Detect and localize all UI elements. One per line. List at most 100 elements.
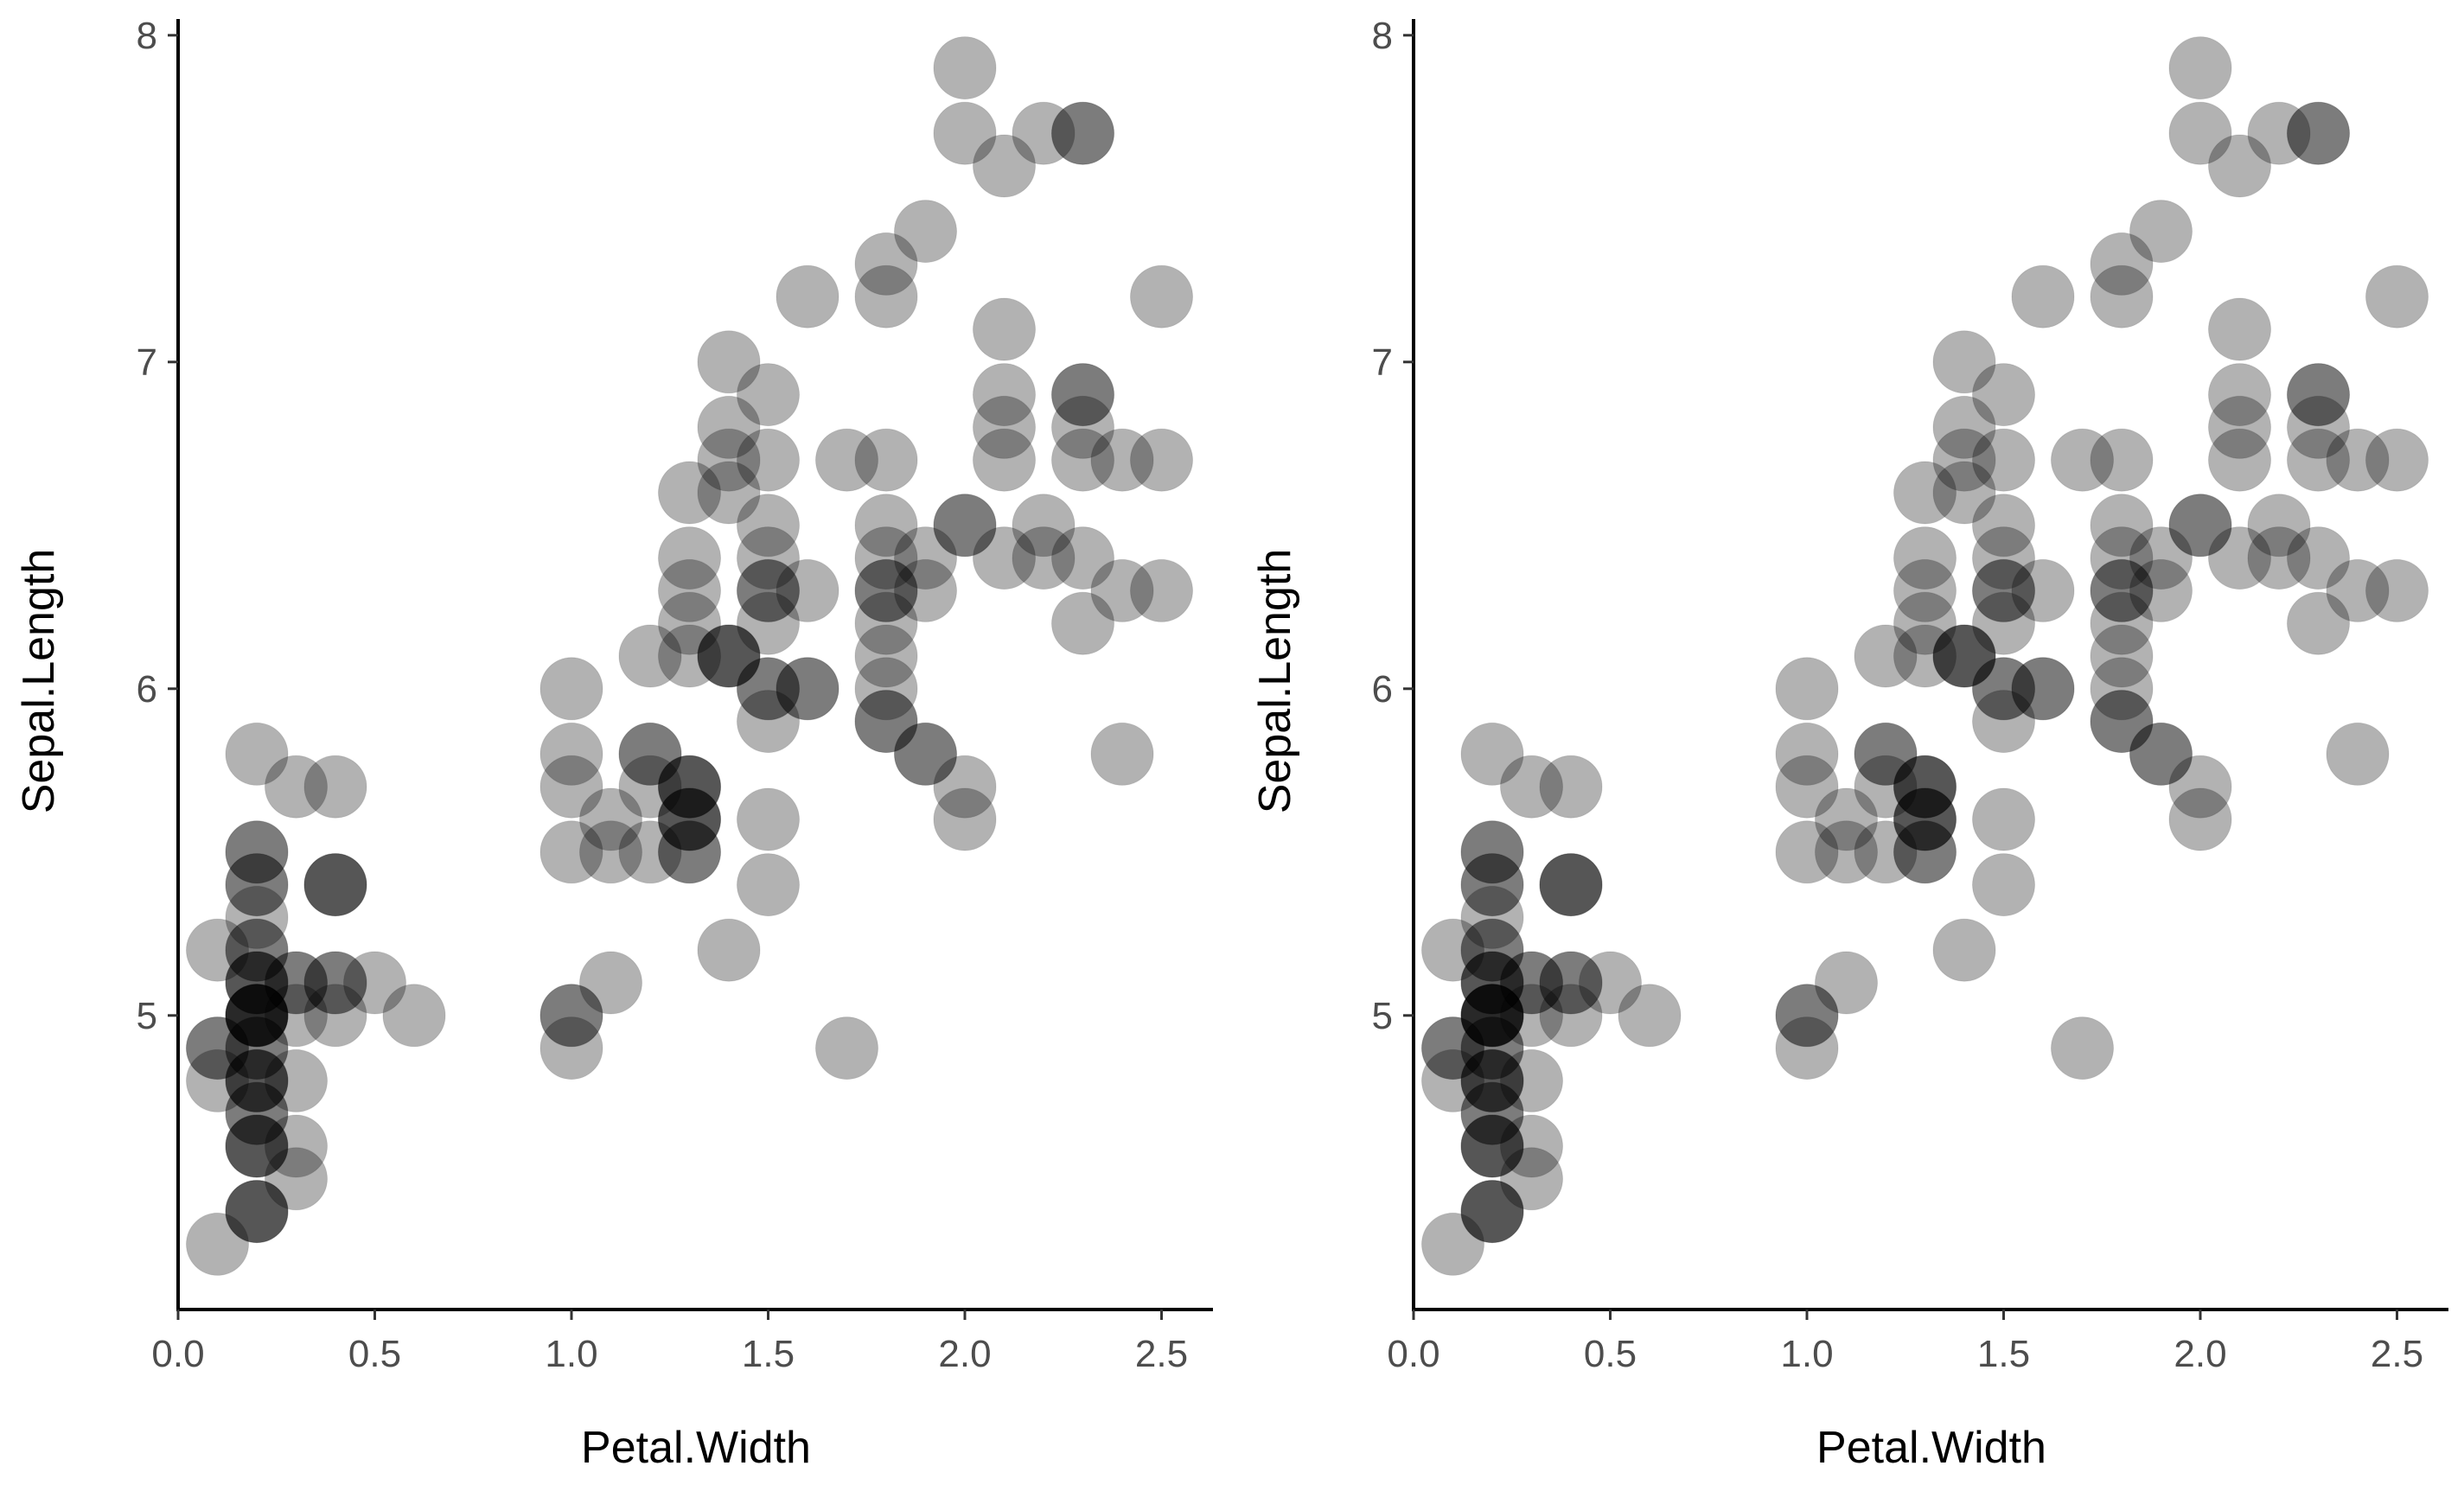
data-point	[697, 624, 761, 688]
data-point	[658, 820, 721, 884]
data-point	[1460, 951, 1524, 1015]
x-tick-label: 0.0	[151, 1333, 204, 1375]
data-point	[854, 624, 918, 688]
data-point	[1460, 984, 1524, 1048]
data-point	[854, 657, 918, 721]
data-point	[1460, 1016, 1524, 1080]
data-point	[1460, 885, 1524, 949]
y-tick-label: 7	[137, 341, 157, 384]
data-point	[1421, 1048, 1484, 1112]
data-point	[225, 1048, 289, 1112]
data-point	[1460, 1180, 1524, 1244]
data-point	[1932, 330, 1996, 394]
data-point	[854, 690, 918, 754]
data-point	[1893, 787, 1957, 851]
data-point	[2051, 428, 2114, 492]
data-point	[1972, 690, 2035, 754]
data-point	[225, 1180, 289, 1244]
data-point	[737, 787, 800, 851]
data-point	[697, 461, 761, 525]
data-point	[1500, 951, 1563, 1015]
data-point	[1012, 101, 1076, 165]
data-point	[1972, 526, 2035, 590]
data-point	[776, 264, 839, 328]
data-point	[2090, 591, 2154, 655]
y-tick-label: 8	[137, 15, 157, 57]
data-point	[933, 101, 997, 165]
data-point	[658, 755, 721, 819]
data-point	[2208, 297, 2271, 361]
data-point	[2287, 526, 2350, 590]
data-point	[1460, 853, 1524, 917]
data-point	[737, 853, 800, 917]
data-point	[225, 820, 289, 884]
data-point	[973, 363, 1036, 427]
data-point	[2168, 494, 2232, 558]
data-point	[265, 984, 328, 1048]
data-point	[539, 1016, 603, 1080]
data-point	[658, 591, 721, 655]
data-point	[2326, 558, 2390, 622]
data-point	[265, 1114, 328, 1178]
data-point	[1893, 787, 1957, 851]
data-point	[303, 951, 367, 1015]
data-point	[658, 820, 721, 884]
data-point	[1460, 1180, 1524, 1244]
data-point	[303, 984, 367, 1048]
data-point	[1854, 722, 1918, 786]
data-point	[2287, 101, 2350, 165]
data-point	[737, 526, 800, 590]
data-point	[225, 1180, 289, 1244]
data-point	[1932, 428, 1996, 492]
data-point	[1893, 787, 1957, 851]
data-point	[1460, 820, 1524, 884]
data-point	[1972, 657, 2035, 721]
data-point	[1090, 558, 1154, 622]
data-point	[618, 755, 682, 819]
data-point	[894, 558, 957, 622]
data-point	[225, 1081, 289, 1145]
data-point	[697, 428, 761, 492]
data-point	[539, 984, 603, 1048]
data-point	[1460, 984, 1524, 1048]
y-tick-label: 6	[1372, 668, 1393, 711]
data-point	[1932, 624, 1996, 688]
data-point	[697, 330, 761, 394]
data-point	[225, 951, 289, 1015]
x-tick-label: 1.0	[545, 1333, 597, 1375]
data-point	[776, 657, 839, 721]
data-point	[1051, 101, 1114, 165]
y-tick-label: 6	[137, 668, 157, 711]
data-point	[854, 264, 918, 328]
data-point	[658, 787, 721, 851]
data-point	[854, 591, 918, 655]
data-point	[382, 984, 446, 1048]
data-point	[303, 951, 367, 1015]
data-point	[265, 951, 328, 1015]
data-point	[1460, 853, 1524, 917]
data-point	[776, 558, 839, 622]
data-point	[737, 558, 800, 622]
data-point	[737, 428, 800, 492]
data-point	[1460, 984, 1524, 1048]
data-point	[854, 232, 918, 296]
data-point	[225, 984, 289, 1048]
data-point	[186, 1016, 249, 1080]
data-point	[2090, 690, 2154, 754]
data-point	[894, 526, 957, 590]
data-point	[697, 918, 761, 982]
data-point	[737, 657, 800, 721]
data-point	[1500, 1048, 1563, 1112]
data-point	[2326, 428, 2390, 492]
points-group	[186, 36, 1193, 1276]
data-point	[2168, 36, 2232, 100]
data-point	[854, 428, 918, 492]
data-point	[1539, 755, 1603, 819]
y-axis-title: Sepal.Length	[1250, 549, 1300, 814]
data-point	[1932, 918, 1996, 982]
data-point	[343, 951, 406, 1015]
data-point	[2129, 200, 2193, 264]
data-point	[973, 395, 1036, 459]
data-point	[658, 787, 721, 851]
data-point	[1893, 820, 1957, 884]
